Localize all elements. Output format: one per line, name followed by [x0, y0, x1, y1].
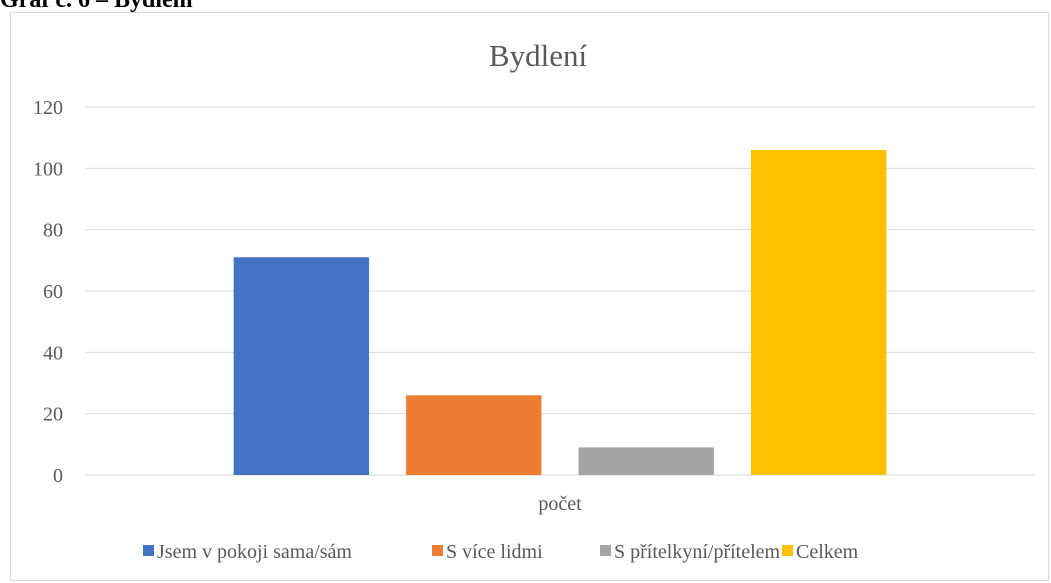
y-tick-label: 40 [43, 342, 63, 364]
legend-label: Jsem v pokoji sama/sám [157, 541, 352, 563]
bar [406, 395, 542, 475]
legend-swatch [432, 545, 443, 556]
legend-label: Celkem [796, 541, 859, 563]
legend-label: S přítelkyní/přítelem [614, 541, 781, 563]
bar [750, 149, 887, 475]
y-tick-label: 80 [43, 220, 63, 242]
chart-frame [10, 12, 1049, 581]
y-tick-label: 0 [53, 465, 63, 487]
bar [578, 447, 714, 475]
y-tick-label: 100 [33, 158, 63, 180]
chart-title: Bydlení [489, 38, 588, 73]
heading: Graf č. 6 – Bydlení [0, 0, 193, 13]
x-tick-label: počet [538, 493, 582, 515]
y-tick-label: 20 [43, 404, 63, 426]
legend-swatch [143, 545, 154, 556]
y-tick-label: 60 [43, 281, 63, 303]
bar [233, 257, 370, 475]
y-tick-label: 120 [33, 97, 63, 119]
legend-label: S více lidmi [446, 541, 543, 563]
legend-swatch [600, 545, 611, 556]
legend-swatch [782, 545, 793, 556]
